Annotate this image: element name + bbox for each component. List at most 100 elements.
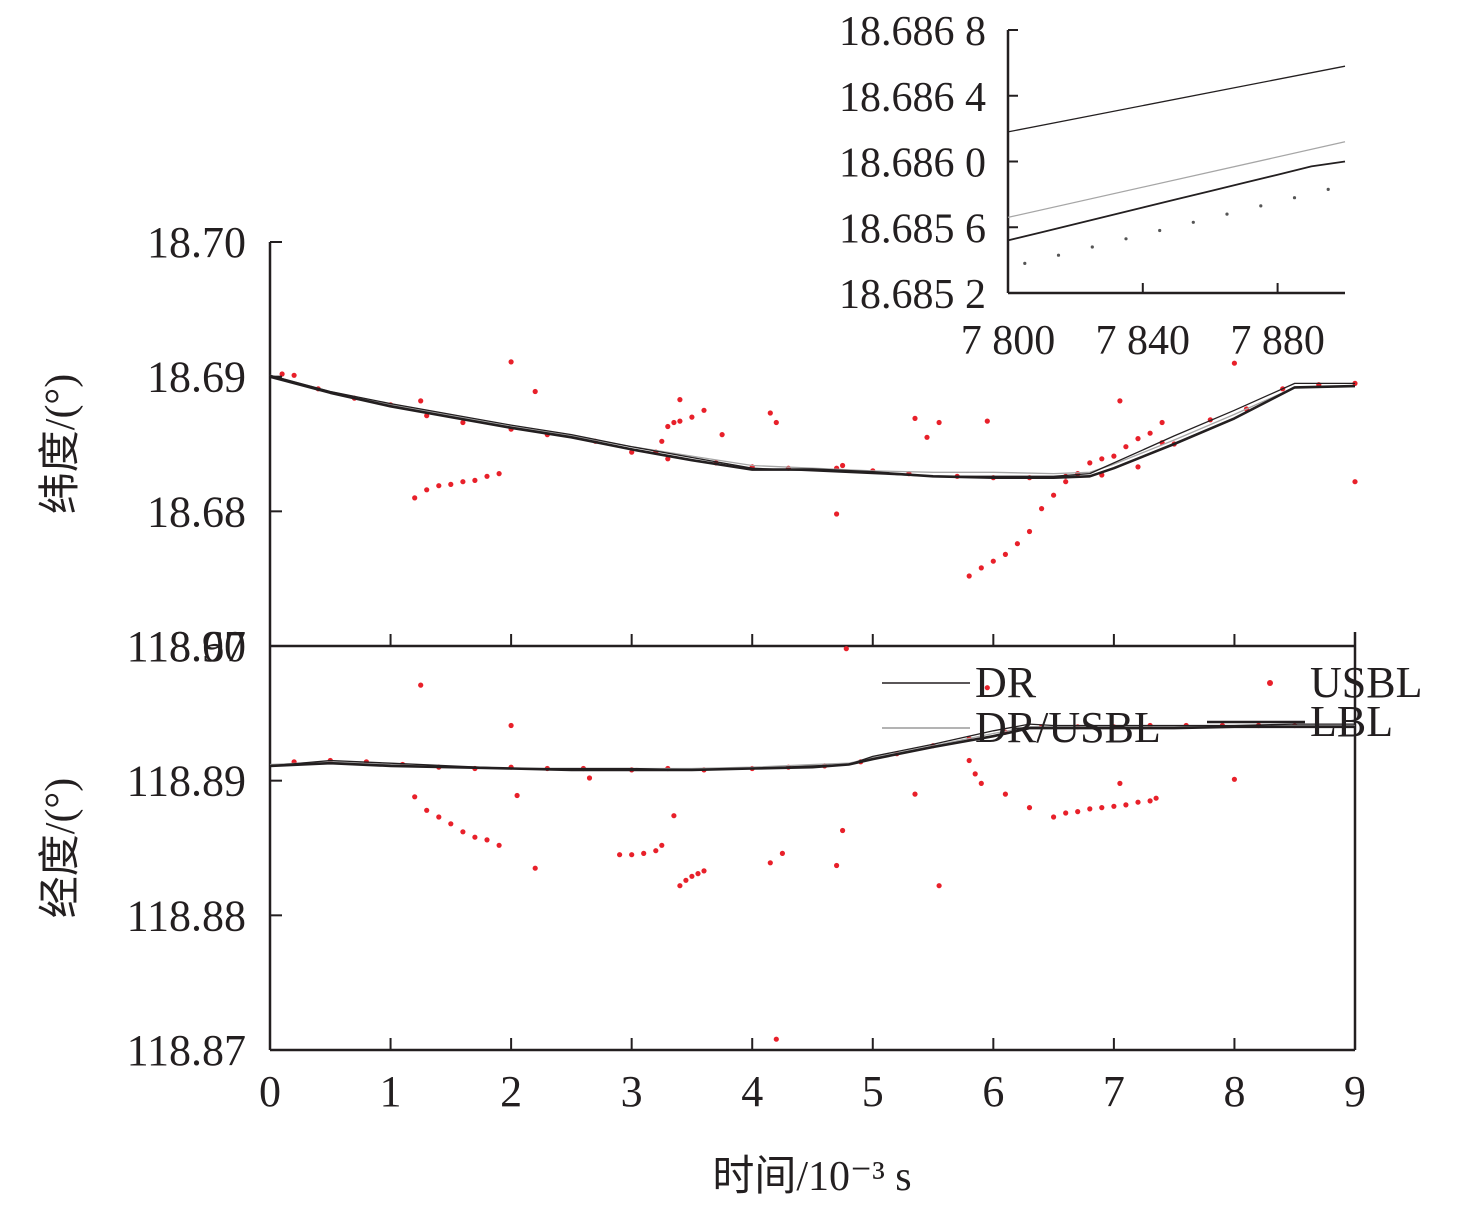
inset-lbl-line bbox=[1007, 160, 1346, 242]
legend-label-dr: DR bbox=[975, 658, 1037, 707]
usbl-point bbox=[695, 871, 701, 877]
usbl-point bbox=[1063, 810, 1069, 816]
inset-y-tick-label: 18.686 0 bbox=[839, 141, 986, 187]
usbl-point bbox=[924, 434, 930, 440]
usbl-point bbox=[978, 780, 984, 787]
usbl-point bbox=[508, 359, 514, 365]
usbl-point bbox=[532, 388, 538, 395]
usbl-point bbox=[1117, 398, 1123, 404]
usbl-point bbox=[1002, 551, 1009, 558]
usbl-point bbox=[1231, 776, 1237, 782]
usbl-point bbox=[671, 813, 677, 819]
usbl-point bbox=[448, 481, 454, 487]
usbl-point bbox=[532, 865, 538, 871]
usbl-point bbox=[677, 883, 683, 889]
inset-x-tick-label: 7 800 bbox=[961, 318, 1056, 364]
usbl-point bbox=[701, 868, 707, 874]
usbl-point bbox=[834, 511, 840, 517]
usbl-point bbox=[1051, 814, 1057, 820]
usbl-point bbox=[1111, 803, 1117, 809]
usbl-point bbox=[1159, 419, 1165, 426]
usbl-point bbox=[418, 682, 424, 688]
usbl-point bbox=[936, 883, 942, 889]
usbl-point bbox=[472, 834, 478, 840]
inset-usbl-point bbox=[1225, 212, 1229, 216]
usbl-point bbox=[1099, 456, 1105, 462]
usbl-point bbox=[653, 848, 659, 854]
usbl-point bbox=[1123, 444, 1129, 450]
inset-plot bbox=[1007, 65, 1346, 265]
inset-usbl-point bbox=[1191, 220, 1195, 224]
usbl-point bbox=[496, 471, 502, 477]
usbl-point bbox=[412, 495, 418, 501]
x-tick-label: 4 bbox=[741, 1067, 763, 1116]
usbl-point bbox=[1147, 430, 1153, 436]
usbl-point bbox=[1051, 492, 1057, 498]
inset-usbl-point bbox=[1259, 204, 1263, 208]
usbl-point bbox=[496, 842, 502, 848]
usbl-point bbox=[665, 423, 671, 430]
x-tick-label: 2 bbox=[500, 1067, 522, 1116]
x-tick-label: 0 bbox=[259, 1067, 281, 1116]
inset-usbl-point bbox=[1056, 253, 1061, 257]
usbl-point bbox=[448, 821, 454, 827]
usbl-point bbox=[1135, 436, 1141, 442]
usbl-point bbox=[677, 397, 683, 403]
usbl-point bbox=[966, 757, 972, 764]
usbl-point bbox=[418, 398, 424, 404]
usbl-point bbox=[936, 419, 942, 426]
inset-dr-usbl-line bbox=[1007, 141, 1346, 219]
inset-usbl-point bbox=[1326, 187, 1330, 191]
inset-x-tick-label: 7 880 bbox=[1230, 318, 1325, 364]
inset-usbl-point bbox=[1124, 237, 1128, 241]
usbl-point bbox=[1123, 802, 1129, 808]
inset-x-ticks: 7 800 7 840 7 880 bbox=[961, 283, 1325, 364]
latitude-y-ticks: 18.67 18.68 18.69 18.70 bbox=[147, 218, 282, 671]
usbl-point bbox=[659, 438, 665, 444]
usbl-point bbox=[689, 873, 695, 879]
usbl-point bbox=[617, 852, 623, 858]
usbl-point bbox=[840, 462, 846, 469]
y-tick-label: 118.89 bbox=[127, 757, 246, 806]
y-tick-label: 118.88 bbox=[127, 891, 246, 940]
usbl-point bbox=[990, 558, 996, 564]
y-tick-label: 18.67 bbox=[147, 622, 246, 671]
usbl-point bbox=[514, 792, 520, 799]
usbl-point bbox=[436, 814, 442, 820]
usbl-point bbox=[1117, 780, 1123, 787]
x-tick-label: 5 bbox=[862, 1067, 884, 1116]
lbl-line bbox=[269, 375, 1356, 480]
inset-chart: 18.685 2 18.685 6 18.686 0 18.686 4 18.686 8… bbox=[839, 9, 1346, 364]
usbl-point bbox=[840, 827, 846, 834]
y-tick-label: 118.90 bbox=[127, 622, 246, 671]
inset-y-tick-label: 18.686 4 bbox=[839, 75, 986, 121]
x-tick-label: 9 bbox=[1344, 1067, 1366, 1116]
usbl-point bbox=[773, 419, 779, 426]
usbl-point bbox=[1087, 460, 1093, 466]
usbl-point bbox=[424, 487, 430, 493]
usbl-point bbox=[719, 432, 725, 438]
x-tick-label: 8 bbox=[1223, 1067, 1245, 1116]
usbl-point bbox=[1026, 805, 1033, 811]
usbl-point bbox=[1099, 805, 1105, 811]
usbl-point bbox=[665, 456, 671, 462]
usbl-point bbox=[843, 646, 849, 652]
longitude-y-ticks: 118.87 118.88 118.89 118.90 bbox=[127, 622, 282, 1075]
inset-y-tick-label: 18.685 2 bbox=[839, 272, 986, 318]
usbl-point bbox=[773, 1036, 779, 1042]
usbl-point bbox=[972, 771, 978, 777]
usbl-point bbox=[1352, 479, 1358, 485]
usbl-point bbox=[279, 371, 285, 377]
usbl-point bbox=[1039, 506, 1045, 512]
x-tick-label: 3 bbox=[621, 1067, 643, 1116]
usbl-point bbox=[508, 722, 514, 729]
usbl-point bbox=[978, 565, 984, 571]
y-tick-label: 18.70 bbox=[147, 218, 246, 267]
inset-usbl-point bbox=[1023, 261, 1027, 265]
usbl-point bbox=[641, 850, 647, 857]
inset-dr-line bbox=[1007, 65, 1346, 133]
inset-x-tick-label: 7 840 bbox=[1096, 318, 1191, 364]
usbl-point bbox=[767, 860, 773, 866]
dr-line bbox=[269, 723, 1355, 771]
